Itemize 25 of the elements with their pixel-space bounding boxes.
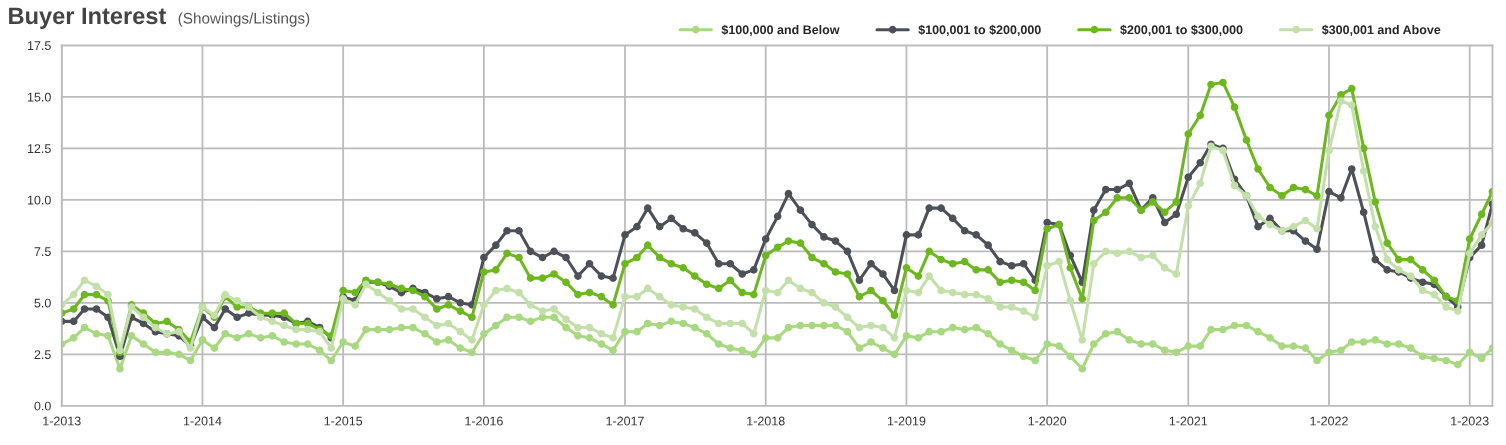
y-tick-label: 12.5 <box>27 144 51 154</box>
x-tick-label: 1-2019 <box>887 416 926 426</box>
y-tick-label: 17.5 <box>27 41 51 51</box>
y-tick-label: 7.5 <box>34 247 51 257</box>
x-tick-label: 1-2021 <box>1169 416 1208 426</box>
x-tick-label: 1-2022 <box>1310 416 1348 426</box>
y-tick-label: 0.0 <box>34 401 51 411</box>
y-tick-label: 2.5 <box>34 350 51 359</box>
legend-label: $100,001 to $200,000 <box>918 24 1041 36</box>
x-tick-label: 1-2020 <box>1028 416 1067 426</box>
chart-title: Buyer Interest <box>9 7 167 29</box>
x-tick-label: 1-2023 <box>1451 416 1489 426</box>
x-tick-label: 1-2018 <box>747 416 785 426</box>
x-tick-label: 1-2015 <box>324 416 363 426</box>
chart-subtitle: (Showings/Listings) <box>178 12 310 27</box>
x-tick-label: 1-2016 <box>465 416 503 426</box>
y-tick-label: 5.0 <box>34 298 51 308</box>
legend-label: $100,000 and Below <box>721 24 840 36</box>
x-tick-label: 1-2014 <box>183 416 222 426</box>
legend-label: $300,001 and Above <box>1321 24 1441 36</box>
x-tick-label: 1-2013 <box>43 416 81 426</box>
y-tick-label: 15.0 <box>27 92 51 102</box>
legend-label: $200,001 to $300,000 <box>1120 24 1243 36</box>
y-tick-label: 10.0 <box>27 195 51 205</box>
x-tick-label: 1-2017 <box>606 416 644 426</box>
